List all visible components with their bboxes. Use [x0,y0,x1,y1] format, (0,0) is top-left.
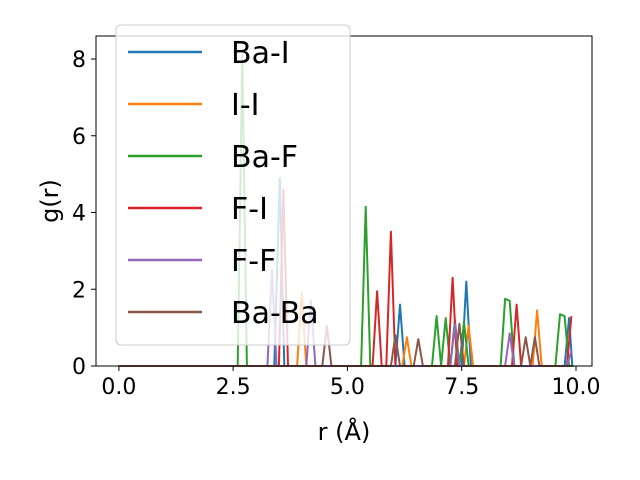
x-tick-label: 0.0 [101,375,136,400]
y-axis-label: g(r) [36,179,64,223]
legend: Ba-I I-I Ba-F F-I F-F Ba-Ba [115,24,351,346]
x-tick-label: 2.5 [216,375,251,400]
x-tick-label: 5.0 [330,375,365,400]
x-axis-label: r (Å) [318,417,371,446]
y-tick-label: 6 [72,125,86,150]
y-tick-label: 0 [72,355,86,380]
x-tick-label: 10.0 [552,375,601,400]
x-axis: 0.0 2.5 5.0 7.5 10.0 [101,366,600,400]
x-tick-label: 7.5 [444,375,479,400]
legend-label: Ba-I [231,36,290,71]
y-tick-label: 4 [72,202,86,227]
legend-label: F-F [231,244,276,279]
y-axis: 0 2 4 6 8 [72,48,96,380]
legend-label: I-I [231,88,260,123]
legend-label: Ba-Ba [231,296,319,331]
y-tick-label: 8 [72,48,86,73]
legend-label: F-I [231,192,268,227]
y-tick-label: 2 [72,278,86,303]
legend-label: Ba-F [231,140,298,175]
